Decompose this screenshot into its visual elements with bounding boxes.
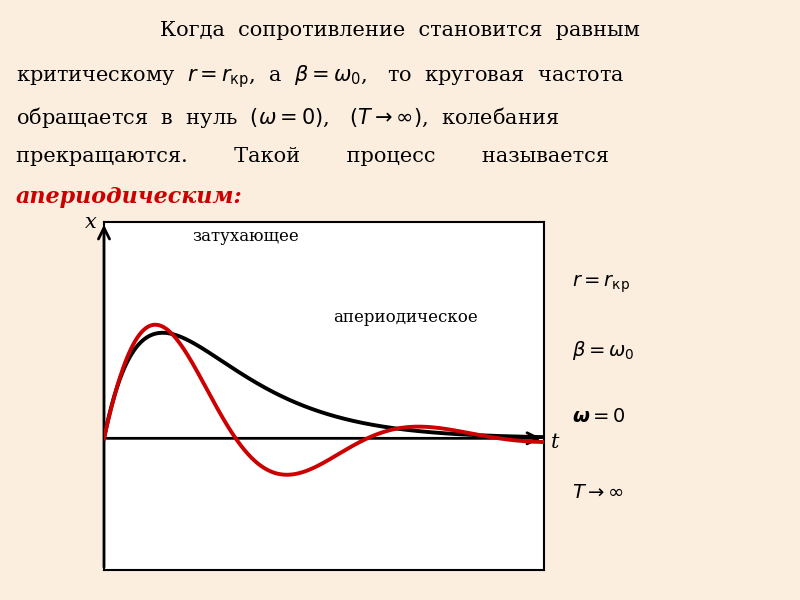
Text: $T \rightarrow \infty$: $T \rightarrow \infty$ xyxy=(572,484,624,502)
Text: $\boldsymbol{\omega} = 0$: $\boldsymbol{\omega} = 0$ xyxy=(572,408,626,426)
Text: t: t xyxy=(550,433,559,452)
Text: критическому  $r = r_{\mathrm{кр}}$,  а  $\beta = \omega_0$,   то  круговая  час: критическому $r = r_{\mathrm{кр}}$, а $\… xyxy=(16,63,625,90)
Text: прекращаются.       Такой       процесс       называется: прекращаются. Такой процесс называется xyxy=(16,147,609,166)
Text: обращается  в  нуль  $(\omega = 0)$,   $( T \rightarrow \infty)$,  колебания: обращается в нуль $(\omega = 0)$, $( T \… xyxy=(16,105,559,130)
Text: затухающее: затухающее xyxy=(192,228,298,245)
Text: $r = r_{\mathrm{кр}}$: $r = r_{\mathrm{кр}}$ xyxy=(572,274,630,295)
Text: $\beta = \omega_0$: $\beta = \omega_0$ xyxy=(572,339,634,362)
Text: апериодическим:: апериодическим: xyxy=(16,186,242,208)
Text: апериодическое: апериодическое xyxy=(333,308,478,326)
Text: x: x xyxy=(85,212,97,232)
Text: Когда  сопротивление  становится  равным: Когда сопротивление становится равным xyxy=(160,21,640,40)
